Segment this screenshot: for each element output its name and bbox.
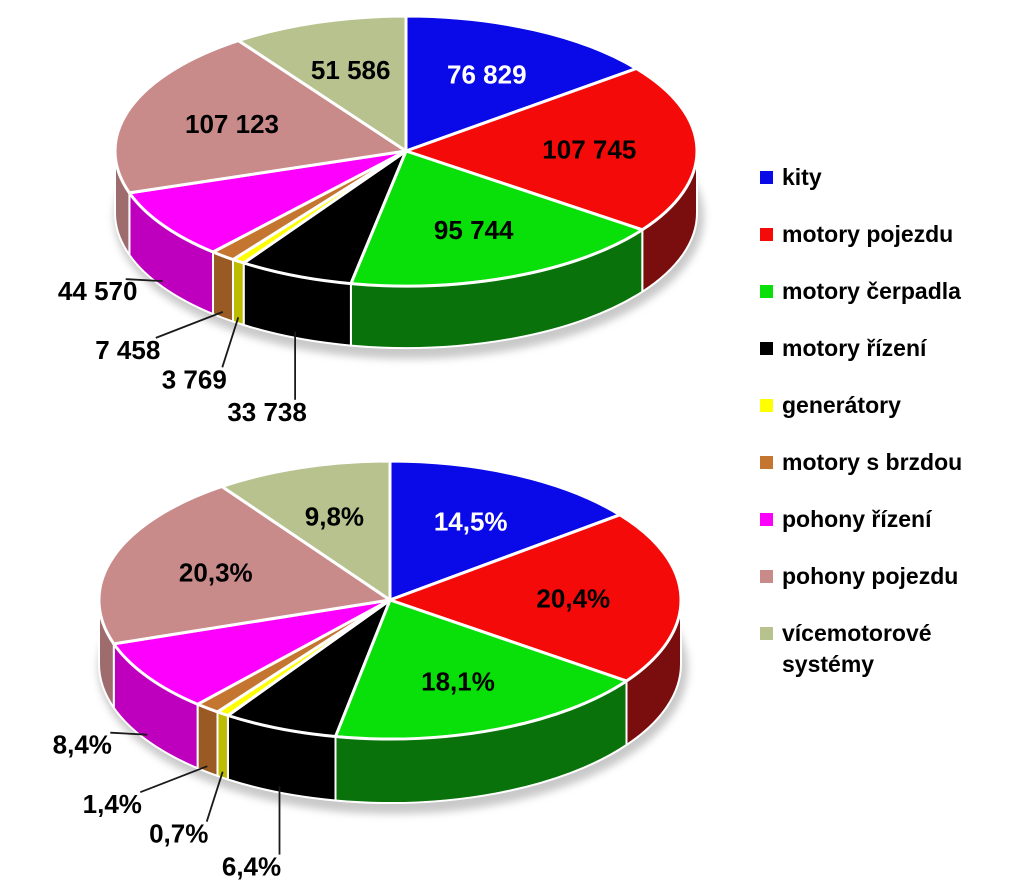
slice-label-pohony-pojezdu: 107 123 (185, 109, 279, 139)
legend-item-motory-rizeni: motory řízení (760, 333, 1010, 364)
slice-side-motory-s-brzdou (196, 703, 219, 777)
slice-kity (404, 14, 638, 153)
slice-vicemotorove-systemy (237, 14, 408, 153)
slice-pohony-rizeni (112, 598, 392, 706)
legend-swatch-pohony-pojezdu (760, 570, 773, 583)
leader-line-generatory (221, 317, 240, 368)
slice-label-pohony-pojezdu: 20,3% (179, 558, 253, 588)
legend-swatch-pohony-rizeni (760, 513, 773, 526)
legend-label: motory pojezdu (782, 221, 954, 247)
slice-pohony-pojezdu (97, 485, 392, 646)
slice-label-motory-cerpadla: 18,1% (421, 666, 495, 696)
legend-swatch-motory-s-brzdou (760, 456, 773, 469)
legend-label: vícemotorové systémy (782, 620, 932, 677)
legend-item-pohony-rizeni: pohony řízení (760, 504, 1010, 535)
legend-swatch-motory-rizeni (760, 342, 773, 355)
leader-line-motory-s-brzdou (155, 311, 224, 339)
slice-label-kity: 76 829 (447, 60, 527, 90)
leader-line-motory-s-brzdou (139, 765, 208, 794)
slice-vicemotorove-systemy (220, 459, 392, 602)
slice-label-vicemotorove-systemy: 9,8% (305, 502, 364, 532)
slice-label-motory-rizeni: 33 738 (227, 397, 307, 427)
legend-item-generatory: generátory (760, 390, 1010, 421)
slice-label-motory-s-brzdou: 1,4% (83, 789, 142, 819)
slice-kity (388, 459, 622, 602)
slice-label-generatory: 0,7% (149, 819, 208, 849)
legend-swatch-motory-cerpadla (760, 285, 773, 298)
slice-motory-pojezdu (404, 67, 699, 232)
slice-label-vicemotorove-systemy: 51 586 (311, 55, 391, 85)
slice-label-pohony-rizeni: 8,4% (53, 730, 112, 760)
slice-label-generatory: 3 769 (162, 364, 227, 394)
legend: kity motory pojezdu motory čerpadla moto… (760, 162, 1010, 706)
slice-label-motory-pojezdu: 20,4% (536, 583, 610, 613)
legend-swatch-kity (760, 171, 773, 184)
slice-label-motory-s-brzdou: 7 458 (95, 335, 160, 365)
slice-label-motory-cerpadla: 95 744 (434, 215, 514, 245)
slice-motory-rizeni (242, 149, 408, 286)
leader-line-pohony-rizeni (110, 731, 148, 736)
pie-chart-percentages: 14,5% 20,4% 18,1% 6,4% 0,7%1,4% 8,4% 20,3% 9,8% (53, 459, 688, 882)
legend-item-motory-s-brzdou: motory s brzdou (760, 447, 1010, 478)
slice-side-generatory (216, 710, 229, 781)
legend-item-motory-cerpadla: motory čerpadla (760, 276, 1010, 307)
slice-motory-cerpadla (349, 149, 644, 288)
slice-side-generatory (232, 258, 245, 326)
slice-label-motory-pojezdu: 107 745 (542, 135, 636, 165)
legend-label: motory čerpadla (782, 278, 961, 304)
legend-item-motory-pojezdu: motory pojezdu (760, 219, 1010, 250)
legend-label: pohony pojezdu (782, 563, 959, 589)
slice-label-motory-rizeni: 6,4% (222, 852, 281, 882)
slice-label-kity: 14,5% (434, 506, 508, 536)
legend-label: motory řízení (782, 335, 927, 361)
leader-line-pohony-rizeni (125, 278, 163, 282)
legend-item-kity: kity (760, 162, 1010, 193)
legend-swatch-vicemotorove-systemy (760, 627, 773, 640)
slice-motory-cerpadla (334, 598, 628, 741)
slice-pohony-pojezdu (113, 39, 408, 195)
slice-motory-rizeni (226, 598, 392, 738)
legend-label: generátory (782, 392, 901, 418)
leader-line-generatory (205, 771, 224, 822)
slice-side-motory-s-brzdou (212, 251, 234, 323)
slice-pohony-rizeni (127, 149, 408, 254)
legend-swatch-motory-pojezdu (760, 228, 773, 241)
legend-item-pohony-pojezdu: pohony pojezdu (760, 561, 1010, 592)
slice-label-pohony-rizeni: 44 570 (58, 276, 138, 306)
legend-label: motory s brzdou (782, 449, 963, 475)
legend-item-vicemotorove-systemy: vícemotorové systémy (760, 618, 1010, 680)
legend-label: pohony řízení (782, 506, 932, 532)
slice-motory-pojezdu (388, 513, 683, 683)
legend-swatch-generatory (760, 399, 773, 412)
legend-label: kity (782, 164, 822, 190)
